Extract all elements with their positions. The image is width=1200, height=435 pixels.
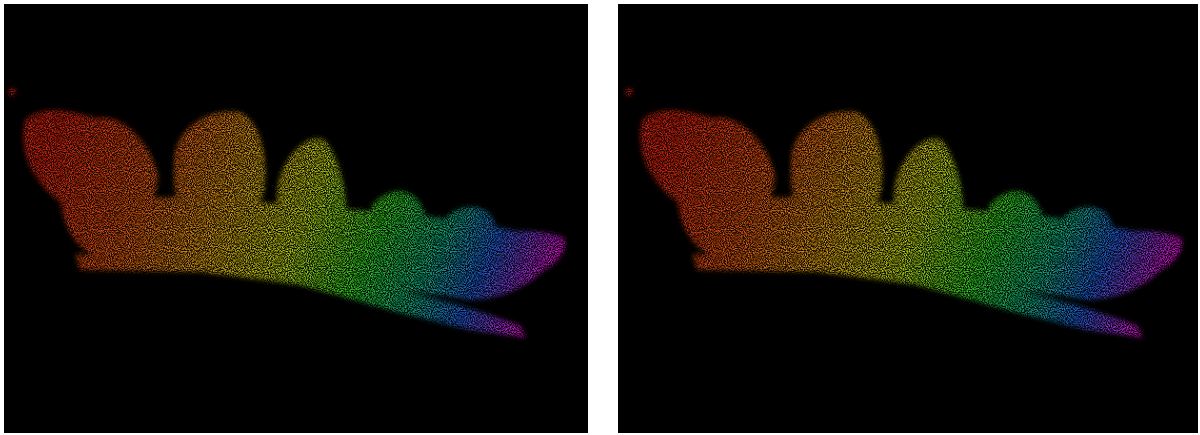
- screenshot: [0, 0, 1200, 435]
